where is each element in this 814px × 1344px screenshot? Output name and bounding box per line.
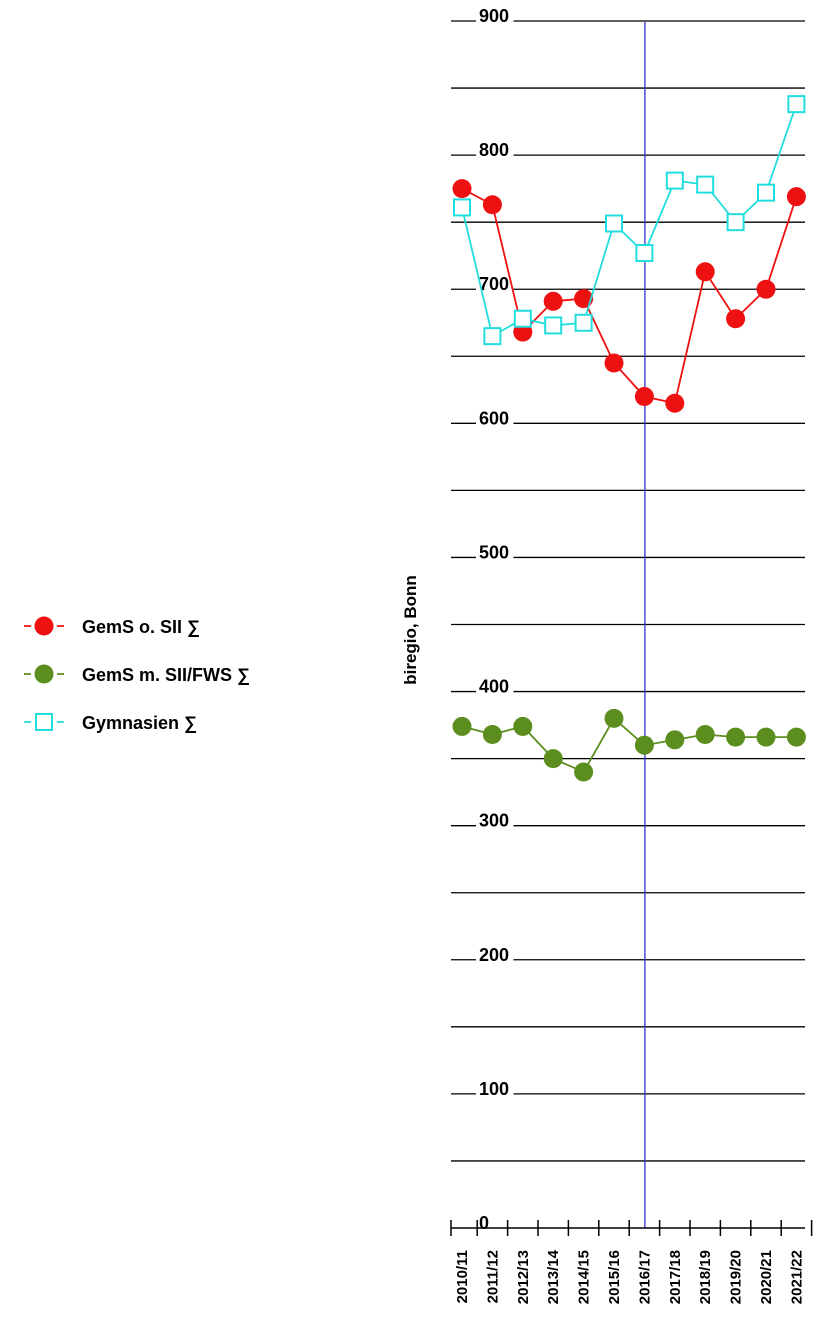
series-line <box>461 716 797 774</box>
data-point <box>635 244 654 263</box>
data-point <box>513 716 533 736</box>
x-tick-label: 2020/21 <box>758 1250 775 1304</box>
y-tick-label: 600 <box>479 408 509 428</box>
data-point <box>634 387 654 407</box>
tick-label-background <box>476 412 514 426</box>
x-tick-label: 2014/15 <box>576 1250 593 1304</box>
tick-label-background <box>476 814 514 828</box>
series-group <box>452 95 806 782</box>
data-point <box>574 289 594 309</box>
x-tick-label: 2021/22 <box>788 1250 805 1304</box>
series-line <box>461 103 798 338</box>
x-tick-label: 2017/18 <box>667 1250 684 1304</box>
data-point <box>574 762 594 782</box>
data-point <box>786 187 806 207</box>
x-tick-label: 2015/16 <box>606 1250 623 1304</box>
data-point <box>452 179 472 199</box>
tick-label-background <box>476 680 514 694</box>
data-point <box>695 724 715 744</box>
data-point <box>482 195 502 215</box>
series <box>452 708 806 782</box>
legend-label: GemS m. SII/FWS ∑ <box>82 665 250 685</box>
data-point <box>453 198 471 217</box>
data-point <box>786 727 806 747</box>
tick-label-background <box>476 144 514 158</box>
data-point <box>756 727 776 747</box>
x-axis: 2010/11 2011/12 2012/13 2013/14 2014/15 2015/… <box>450 1220 813 1304</box>
legend-item: Gymnasien ∑ <box>24 713 197 733</box>
x-tick-label: 2016/17 <box>636 1250 653 1304</box>
y-axis-title: biregio, Bonn <box>401 575 420 685</box>
y-tick-label: 300 <box>479 811 509 831</box>
data-point <box>787 95 806 114</box>
x-tick-label: 2013/14 <box>545 1249 562 1304</box>
y-tick-label: 100 <box>479 1079 509 1099</box>
data-point <box>695 262 715 282</box>
series <box>452 179 806 413</box>
data-point <box>604 708 624 728</box>
data-point <box>665 730 685 750</box>
legend-label: Gymnasien ∑ <box>82 713 197 733</box>
y-tick-label: 800 <box>479 140 509 160</box>
y-tick-label: 200 <box>479 945 509 965</box>
legend-label: GemS o. SII ∑ <box>82 617 200 637</box>
tick-label-background <box>476 1217 493 1230</box>
x-tick-label: 2019/20 <box>728 1250 745 1304</box>
data-point <box>726 727 746 747</box>
data-point <box>634 735 654 755</box>
data-point <box>543 749 563 769</box>
data-point <box>696 175 715 194</box>
y-tick-label: 900 <box>479 6 509 26</box>
tick-label-background <box>476 948 514 962</box>
tick-label-background <box>476 546 514 560</box>
data-point <box>756 279 776 299</box>
x-tick-label: 2018/19 <box>697 1250 714 1304</box>
data-point <box>757 183 775 202</box>
data-point <box>665 393 685 413</box>
x-tick-label: 2012/13 <box>515 1250 532 1304</box>
gridlines <box>451 20 805 1162</box>
legend-marker <box>35 713 53 731</box>
data-point <box>452 716 472 736</box>
data-point <box>726 213 745 232</box>
legend-marker <box>34 664 54 684</box>
y-tick-label: 400 <box>479 677 509 697</box>
tick-label-background <box>476 10 514 23</box>
data-point <box>726 309 746 329</box>
data-point <box>605 214 623 233</box>
series-line <box>461 187 798 405</box>
data-point <box>483 327 502 346</box>
y-tick-label: 700 <box>479 274 509 294</box>
data-point <box>513 309 532 328</box>
tick-label-background <box>476 1082 514 1096</box>
tick-label-background <box>476 278 514 292</box>
data-point <box>544 316 563 335</box>
legend-item: GemS m. SII/FWS ∑ <box>24 664 250 685</box>
y-tick-label: 500 <box>479 542 509 562</box>
legend-marker <box>34 616 54 636</box>
y-tick-labels: 0 100 200 300 400 500 600 700 800 900 <box>476 6 514 1233</box>
y-tick-label: 0 <box>479 1213 489 1233</box>
data-point <box>482 724 502 744</box>
data-point <box>604 353 624 373</box>
data-point <box>543 291 563 311</box>
data-point <box>574 313 593 332</box>
data-point <box>665 171 684 190</box>
legend: GemS o. SII ∑ GemS m. SII/FWS ∑ Gymnasien … <box>24 616 250 733</box>
x-tick-label: 2010/11 <box>454 1250 471 1303</box>
series <box>453 95 806 346</box>
legend-item: GemS o. SII ∑ <box>24 616 200 637</box>
x-tick-label: 2011/12 <box>484 1250 501 1303</box>
